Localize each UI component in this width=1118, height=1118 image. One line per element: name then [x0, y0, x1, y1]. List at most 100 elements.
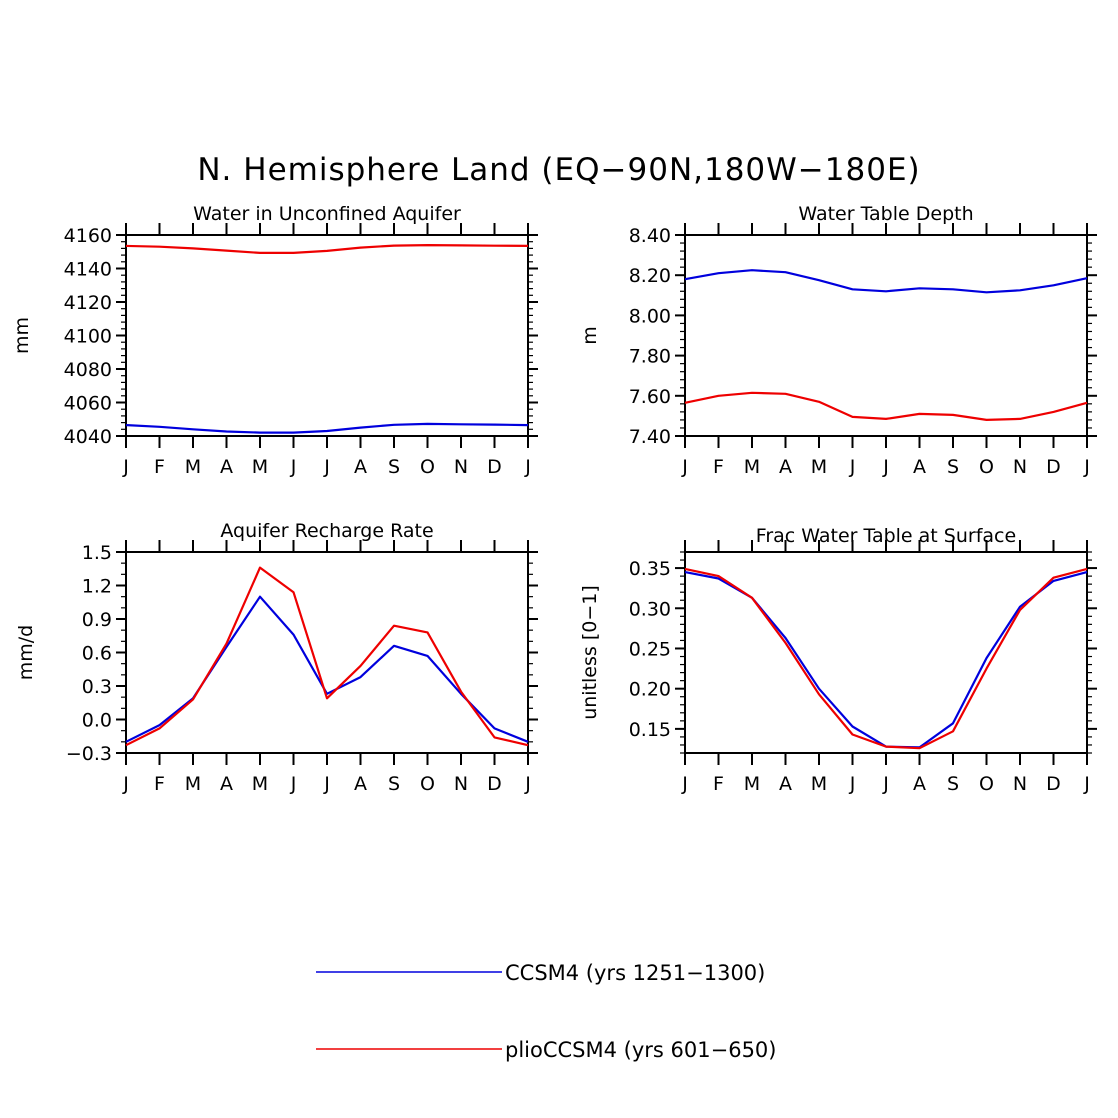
panel-1: Water in Unconfined Aquifer 4040 4060 4080 4… — [11, 203, 538, 478]
y-axis-title: m — [579, 326, 601, 345]
x-tick-label: F — [713, 456, 724, 478]
y-axis-title: unitless [0−1] — [579, 585, 601, 720]
panel-title: Water in Unconfined Aquifer — [193, 203, 461, 225]
y-tick-label: 4040 — [64, 426, 112, 448]
series-line-plioccsm4 — [125, 244, 529, 254]
legend-label-ccsm4: CCSM4 (yrs 1251−1300) — [505, 961, 765, 985]
y-tick-label: 0.30 — [629, 598, 671, 620]
y-tick-label: 4140 — [64, 259, 112, 281]
x-tick-label: D — [487, 773, 502, 795]
y-tick-label: 0.15 — [629, 719, 671, 741]
y-tick-label: 7.60 — [629, 386, 671, 408]
x-tick-label: N — [454, 773, 468, 795]
y-tick-label: 4060 — [64, 393, 112, 415]
panels: Water in Unconfined Aquifer 4040 4060 4080 4… — [11, 203, 1097, 795]
y-tick-label: 0.6 — [82, 643, 112, 665]
x-tick-label: M — [811, 456, 827, 478]
x-tick-label: O — [420, 456, 435, 478]
x-tick-label: D — [487, 456, 502, 478]
legend: CCSM4 (yrs 1251−1300) plioCCSM4 (yrs 601… — [316, 961, 776, 1062]
y-tick-label: 4100 — [64, 326, 112, 348]
x-tick-label: J — [524, 456, 531, 478]
y-tick-label: 1.2 — [82, 576, 112, 598]
x-tick-label: F — [154, 456, 165, 478]
panel-title: Frac Water Table at Surface — [756, 525, 1016, 547]
x-tick-label: A — [354, 773, 367, 795]
x-tick-label: M — [811, 773, 827, 795]
y-tick-label: 4160 — [64, 225, 112, 247]
x-tick-label: D — [1046, 456, 1061, 478]
x-tick-label: S — [947, 773, 959, 795]
x-tick-label: J — [681, 773, 688, 795]
x-tick-label: A — [779, 773, 792, 795]
y-tick-label: 0.3 — [82, 676, 112, 698]
x-tick-label: A — [913, 456, 926, 478]
legend-label-plioccsm4: plioCCSM4 (yrs 601−650) — [505, 1038, 776, 1062]
y-tick-label: 8.20 — [629, 265, 671, 287]
y-tick-label: 0.9 — [82, 609, 112, 631]
x-tick-label: M — [252, 773, 268, 795]
y-axis-title: mm — [11, 317, 33, 354]
x-tick-label: J — [122, 456, 129, 478]
series-line-ccsm4 — [684, 269, 1088, 294]
x-tick-label: F — [154, 773, 165, 795]
panel-3: Aquifer Recharge Rate −0.3 0.0 0.3 0.6 0.9 1.2… — [15, 520, 538, 795]
x-tick-label: N — [1013, 773, 1027, 795]
x-tick-label: J — [849, 456, 856, 478]
x-tick-label: O — [979, 773, 994, 795]
x-tick-label: M — [252, 456, 268, 478]
y-tick-label: 4120 — [64, 292, 112, 314]
x-tick-label: J — [323, 773, 330, 795]
y-tick-label: 0.25 — [629, 638, 671, 660]
x-tick-label: A — [779, 456, 792, 478]
x-tick-label: J — [290, 456, 297, 478]
x-tick-label: J — [1083, 456, 1090, 478]
x-tick-label: N — [1013, 456, 1027, 478]
y-tick-label: 7.40 — [629, 426, 671, 448]
y-tick-label: −0.3 — [66, 743, 112, 765]
x-tick-label: S — [388, 773, 400, 795]
y-axis-title: mm/d — [15, 625, 37, 680]
y-tick-label: 0.0 — [82, 710, 112, 732]
x-tick-label: O — [420, 773, 435, 795]
main-title: N. Hemisphere Land (EQ−90N,180W−180E) — [197, 152, 920, 188]
x-tick-label: J — [290, 773, 297, 795]
series-line-plioccsm4 — [684, 567, 1088, 750]
y-tick-label: 1.5 — [82, 542, 112, 564]
x-tick-label: A — [220, 456, 233, 478]
x-tick-label: J — [882, 773, 889, 795]
x-tick-label: S — [947, 456, 959, 478]
x-tick-label: M — [744, 456, 760, 478]
x-tick-label: J — [849, 773, 856, 795]
x-tick-label: J — [882, 456, 889, 478]
x-tick-label: M — [744, 773, 760, 795]
x-tick-label: A — [220, 773, 233, 795]
x-tick-label: S — [388, 456, 400, 478]
x-tick-label: F — [713, 773, 724, 795]
y-tick-label: 8.40 — [629, 225, 671, 247]
series-line-plioccsm4 — [125, 566, 529, 747]
x-tick-label: M — [185, 456, 201, 478]
panel-2: Water Table Depth 7.40 7.60 7.80 8.00 8.20 8.4… — [579, 203, 1097, 478]
series-line-ccsm4 — [125, 422, 529, 434]
x-tick-label: N — [454, 456, 468, 478]
x-tick-label: O — [979, 456, 994, 478]
x-tick-label: J — [681, 456, 688, 478]
x-tick-label: D — [1046, 773, 1061, 795]
y-tick-label: 8.00 — [629, 305, 671, 327]
x-tick-label: J — [1083, 773, 1090, 795]
panel-title: Water Table Depth — [798, 203, 973, 225]
x-tick-label: J — [122, 773, 129, 795]
y-tick-label: 0.20 — [629, 679, 671, 701]
panel-4: Frac Water Table at Surface 0.15 0.20 0.25 0… — [579, 525, 1097, 795]
x-tick-label: J — [524, 773, 531, 795]
panel-title: Aquifer Recharge Rate — [220, 520, 433, 542]
y-tick-label: 0.35 — [629, 558, 671, 580]
x-tick-label: M — [185, 773, 201, 795]
x-tick-label: A — [913, 773, 926, 795]
x-tick-label: A — [354, 456, 367, 478]
series-line-plioccsm4 — [684, 391, 1088, 421]
y-tick-label: 7.80 — [629, 346, 671, 368]
